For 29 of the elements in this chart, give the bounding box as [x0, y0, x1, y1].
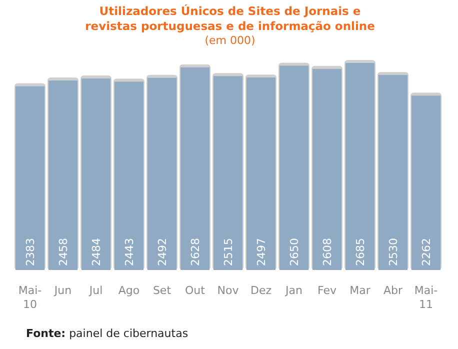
- x-tick-label: Ago: [118, 284, 140, 297]
- x-tick-label: Dez: [250, 284, 272, 297]
- source-note: Fonte: painel de cibernautas: [26, 327, 188, 340]
- x-tick-label: Jan: [284, 284, 302, 297]
- data-label: 2458: [57, 238, 70, 266]
- data-label: 2492: [156, 238, 169, 266]
- x-tick-label: Jun: [53, 284, 72, 297]
- x-tick-label: Mai-10: [18, 284, 42, 311]
- x-tick-label: Set: [152, 284, 172, 297]
- data-label: 2608: [321, 238, 334, 266]
- x-tick-label: Nov: [217, 284, 240, 297]
- data-label: 2650: [288, 238, 301, 266]
- data-label: 2530: [387, 238, 400, 266]
- x-tick-label: Out: [185, 284, 206, 297]
- data-label: 2484: [90, 238, 103, 266]
- data-label: 2443: [123, 238, 136, 266]
- data-label: 2262: [420, 238, 433, 266]
- x-tick-label: Fev: [317, 284, 337, 297]
- chart-subtitle: (em 000): [204, 34, 256, 47]
- data-label: 2628: [189, 238, 202, 266]
- data-label: 2515: [222, 238, 235, 266]
- x-tick-label: Mai-11: [414, 284, 438, 311]
- x-tick-label: Abr: [383, 284, 403, 297]
- data-label: 2497: [255, 238, 268, 266]
- x-tick-label: Jul: [88, 284, 103, 297]
- data-label: 2383: [24, 238, 37, 266]
- chart-title: Utilizadores Únicos de Sites de Jornais e revistas portuguesas e de informação online: [85, 4, 376, 33]
- data-label: 2685: [354, 238, 367, 266]
- x-tick-label: Mar: [350, 284, 371, 297]
